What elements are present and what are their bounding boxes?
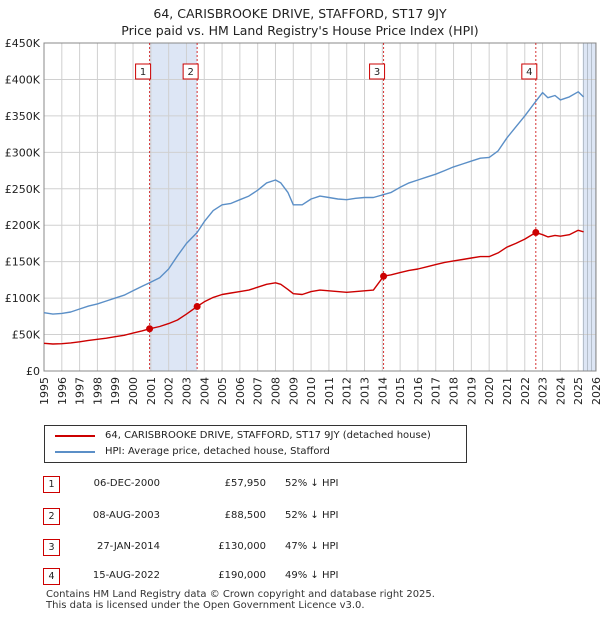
x-tick-label: 2004 <box>198 377 211 405</box>
y-tick-label: £100K <box>5 292 41 305</box>
x-tick-label: 2026 <box>590 377 600 405</box>
y-tick-label: £350K <box>5 110 41 123</box>
transaction-row: 3 27-JAN-2014 £130,000 47% ↓ HPI <box>0 538 600 558</box>
marker-box <box>521 63 538 80</box>
transaction-hpi: 49% ↓ HPI <box>285 570 339 581</box>
transaction-price: £130,000 <box>218 541 266 552</box>
sale-point <box>532 229 540 237</box>
chart-legend: 64, CARISBROOKE DRIVE, STAFFORD, ST17 9J… <box>44 425 467 463</box>
plot-frame <box>43 42 597 372</box>
x-tick-label: 1999 <box>109 377 122 405</box>
x-tick-label: 1995 <box>38 377 51 405</box>
transaction-badge: 4 <box>43 568 60 585</box>
x-tick-label: 2015 <box>394 377 407 405</box>
x-tick-label: 2007 <box>252 377 265 405</box>
legend-swatch-hpi <box>55 451 95 453</box>
x-tick-label: 2018 <box>448 377 461 405</box>
y-tick-label: £0 <box>26 365 40 378</box>
x-tick-label: 2024 <box>554 377 567 405</box>
x-tick-label: 2016 <box>412 377 425 405</box>
x-tick-label: 2013 <box>359 377 372 405</box>
transaction-date: 27-JAN-2014 <box>96 541 160 552</box>
x-tick-label: 2021 <box>501 377 514 405</box>
transaction-hpi: 52% ↓ HPI <box>285 510 339 521</box>
y-tick-label: £50K <box>12 329 41 342</box>
shaded-period <box>582 43 596 371</box>
x-tick-label: 2022 <box>519 377 532 405</box>
legend-label-price-paid: 64, CARISBROOKE DRIVE, STAFFORD, ST17 9J… <box>105 430 431 441</box>
y-tick-label: £300K <box>5 146 41 159</box>
x-tick-label: 2005 <box>216 377 229 405</box>
hpi-series-line <box>43 91 584 315</box>
x-tick-label: 2020 <box>483 377 496 405</box>
x-tick-label: 2001 <box>145 377 158 405</box>
y-tick-label: £250K <box>5 183 41 196</box>
marker-box <box>369 63 386 80</box>
sale-point <box>193 302 201 310</box>
marker-label: 2 <box>187 67 193 78</box>
transaction-date: 08-AUG-2003 <box>92 510 160 521</box>
transaction-badge: 3 <box>43 539 60 556</box>
price-paid-series-line <box>43 229 584 345</box>
transaction-row: 4 15-AUG-2022 £190,000 49% ↓ HPI <box>0 567 600 587</box>
x-tick-label: 2008 <box>269 377 282 405</box>
marker-label: 3 <box>374 67 380 78</box>
footer-licence: This data is licensed under the Open Gov… <box>46 600 365 611</box>
transaction-row: 1 06-DEC-2000 £57,950 52% ↓ HPI <box>0 475 600 495</box>
marker-box <box>182 63 199 80</box>
transaction-badge: 1 <box>43 476 60 493</box>
y-tick-label: £400K <box>5 73 41 86</box>
transaction-price: £190,000 <box>218 570 266 581</box>
x-tick-label: 2000 <box>127 377 140 405</box>
legend-swatch-price-paid <box>55 435 95 437</box>
x-tick-label: 2010 <box>305 377 318 405</box>
footer-copyright: Contains HM Land Registry data © Crown c… <box>46 589 435 600</box>
x-tick-label: 1998 <box>91 377 104 405</box>
x-tick-label: 2017 <box>430 377 443 405</box>
x-tick-label: 2011 <box>323 377 336 405</box>
y-tick-label: £200K <box>5 219 41 232</box>
x-tick-label: 1997 <box>74 377 87 405</box>
sale-point <box>146 325 154 333</box>
transaction-hpi: 47% ↓ HPI <box>285 541 339 552</box>
x-tick-label: 2019 <box>465 377 478 405</box>
chart-subtitle: Price paid vs. HM Land Registry's House … <box>121 23 479 38</box>
x-tick-label: 2025 <box>572 377 585 405</box>
x-tick-label: 2006 <box>234 377 247 405</box>
shaded-period <box>149 43 198 371</box>
legend-label-hpi: HPI: Average price, detached house, Staf… <box>105 446 330 457</box>
y-tick-label: £150K <box>5 256 41 269</box>
marker-label: 1 <box>140 67 146 78</box>
transaction-badge: 2 <box>43 508 60 525</box>
transaction-row: 2 08-AUG-2003 £88,500 52% ↓ HPI <box>0 507 600 527</box>
marker-label: 4 <box>526 67 532 78</box>
x-tick-label: 2009 <box>287 377 300 405</box>
x-tick-label: 1996 <box>56 377 69 405</box>
transaction-price: £57,950 <box>224 478 266 489</box>
transaction-price: £88,500 <box>224 510 266 521</box>
sale-point <box>380 272 388 280</box>
y-tick-label: £450K <box>5 37 41 50</box>
x-tick-label: 2002 <box>163 377 176 405</box>
chart-plot: £0 £50K £100K £150K £200K £250K £300K £350K £400… <box>5 37 600 405</box>
transaction-date: 15-AUG-2022 <box>92 570 160 581</box>
x-tick-label: 2003 <box>180 377 193 405</box>
marker-box <box>135 63 152 80</box>
transaction-date: 06-DEC-2000 <box>93 478 160 489</box>
x-tick-label: 2012 <box>341 377 354 405</box>
x-tick-label: 2023 <box>537 377 550 405</box>
chart-title: 64, CARISBROOKE DRIVE, STAFFORD, ST17 9J… <box>153 6 447 21</box>
transaction-hpi: 52% ↓ HPI <box>285 478 339 489</box>
x-tick-label: 2014 <box>376 377 389 405</box>
